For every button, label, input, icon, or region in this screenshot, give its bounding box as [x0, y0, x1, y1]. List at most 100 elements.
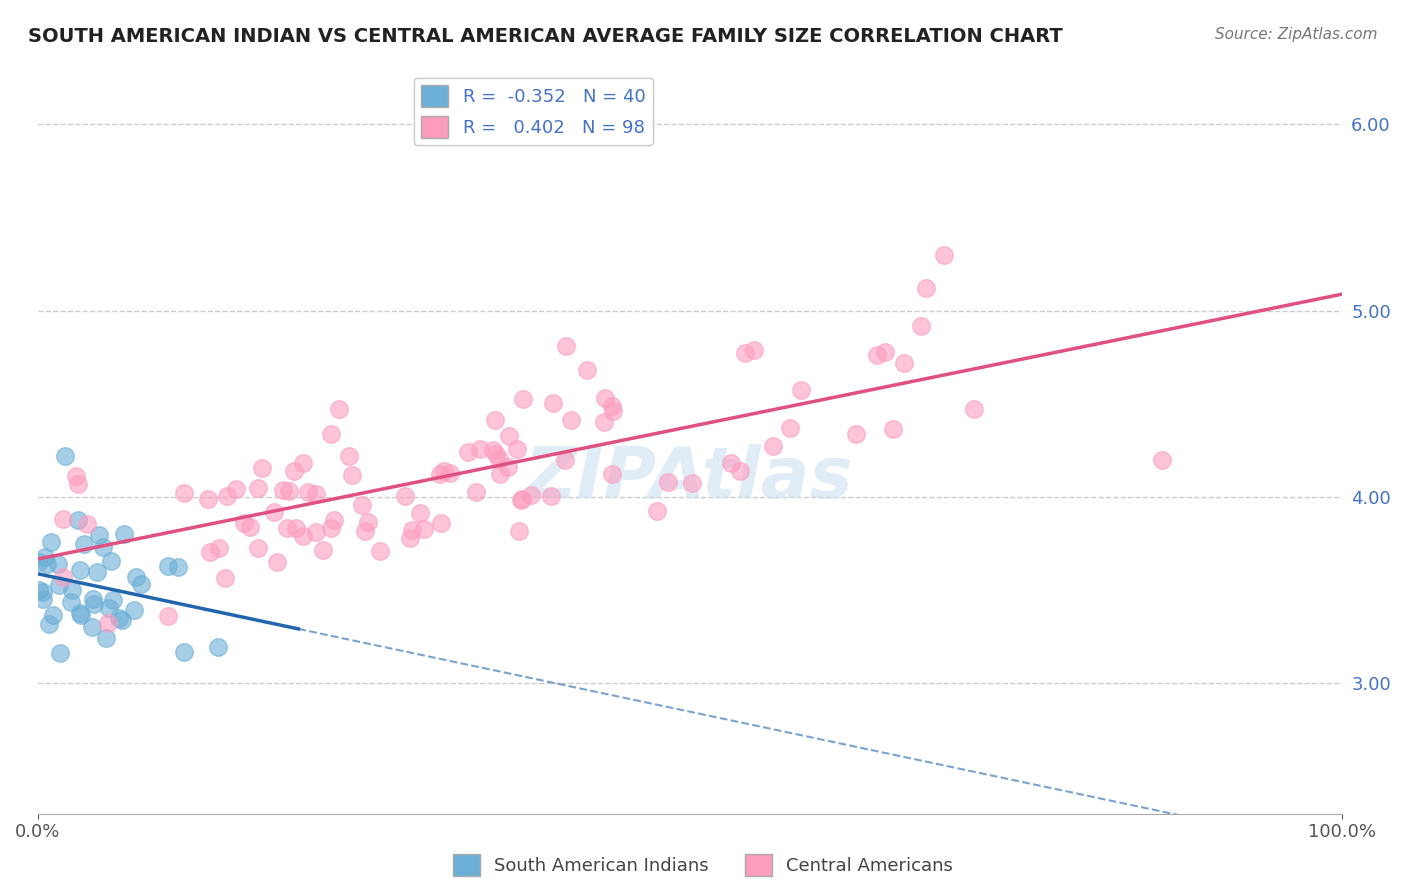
- Point: [86, 565, 108, 579]
- Point: [97, 616, 120, 631]
- Point: [28, 582, 51, 597]
- Point: [157, 608, 180, 623]
- Point: [278, 484, 301, 499]
- Point: [271, 483, 294, 497]
- Point: [350, 498, 373, 512]
- Point: [276, 521, 298, 535]
- Point: [93, 540, 115, 554]
- Point: [52, 570, 75, 584]
- Point: [83, 597, 105, 611]
- Point: [297, 485, 319, 500]
- Point: [439, 467, 461, 481]
- Point: [742, 343, 765, 357]
- Point: [60, 595, 83, 609]
- Point: [485, 447, 508, 461]
- Point: [790, 384, 813, 398]
- Point: [72, 537, 94, 551]
- Point: [110, 613, 132, 627]
- Point: [266, 555, 288, 569]
- Point: [69, 563, 91, 577]
- Point: [207, 640, 229, 654]
- Point: [107, 611, 129, 625]
- Point: [602, 404, 624, 418]
- Point: [540, 489, 562, 503]
- Point: [80, 620, 103, 634]
- Point: [560, 413, 582, 427]
- Point: [214, 571, 236, 585]
- Point: [34, 550, 56, 565]
- Point: [125, 570, 148, 584]
- Point: [263, 505, 285, 519]
- Point: [1150, 452, 1173, 467]
- Point: [645, 504, 668, 518]
- Point: [328, 402, 350, 417]
- Point: [337, 449, 360, 463]
- Legend: South American Indians, Central Americans: South American Indians, Central American…: [446, 847, 960, 883]
- Point: [498, 429, 520, 443]
- Point: [41, 607, 63, 622]
- Point: [600, 467, 623, 481]
- Point: [173, 645, 195, 659]
- Legend: R =  -0.352   N = 40, R =   0.402   N = 98: R = -0.352 N = 40, R = 0.402 N = 98: [413, 78, 652, 145]
- Point: [882, 422, 904, 436]
- Point: [413, 522, 436, 536]
- Point: [89, 527, 111, 541]
- Point: [225, 482, 247, 496]
- Point: [129, 577, 152, 591]
- Point: [239, 520, 262, 534]
- Point: [910, 319, 932, 334]
- Point: [468, 442, 491, 456]
- Point: [720, 456, 742, 470]
- Point: [481, 442, 503, 457]
- Point: [70, 607, 93, 622]
- Point: [508, 524, 530, 538]
- Point: [82, 592, 104, 607]
- Point: [49, 647, 72, 661]
- Point: [46, 557, 69, 571]
- Point: [734, 346, 756, 360]
- Point: [32, 591, 55, 606]
- Point: [292, 529, 315, 543]
- Point: [112, 527, 135, 541]
- Point: [167, 560, 190, 574]
- Point: [322, 513, 344, 527]
- Point: [208, 541, 231, 555]
- Point: [122, 603, 145, 617]
- Point: [509, 492, 531, 507]
- Point: [94, 631, 117, 645]
- Point: [305, 524, 328, 539]
- Point: [198, 545, 221, 559]
- Point: [934, 248, 956, 262]
- Point: [28, 555, 51, 569]
- Point: [657, 475, 679, 489]
- Point: [35, 557, 58, 571]
- Point: [512, 392, 534, 406]
- Point: [69, 606, 91, 620]
- Point: [246, 541, 269, 555]
- Point: [464, 485, 486, 500]
- Point: [399, 531, 422, 545]
- Point: [305, 487, 328, 501]
- Point: [457, 445, 479, 459]
- Point: [232, 516, 254, 531]
- Point: [488, 452, 510, 467]
- Text: Source: ZipAtlas.com: Source: ZipAtlas.com: [1215, 27, 1378, 42]
- Point: [157, 559, 180, 574]
- Point: [593, 391, 616, 405]
- Point: [576, 363, 599, 377]
- Point: [197, 491, 219, 506]
- Point: [681, 475, 703, 490]
- Point: [963, 402, 986, 417]
- Point: [762, 439, 785, 453]
- Text: SOUTH AMERICAN INDIAN VS CENTRAL AMERICAN AVERAGE FAMILY SIZE CORRELATION CHART: SOUTH AMERICAN INDIAN VS CENTRAL AMERICA…: [28, 27, 1063, 45]
- Point: [98, 601, 121, 615]
- Point: [866, 348, 889, 362]
- Point: [543, 396, 565, 410]
- Point: [496, 459, 519, 474]
- Point: [340, 468, 363, 483]
- Point: [246, 481, 269, 495]
- Point: [429, 467, 451, 481]
- Point: [357, 515, 380, 529]
- Point: [368, 544, 391, 558]
- Point: [38, 617, 60, 632]
